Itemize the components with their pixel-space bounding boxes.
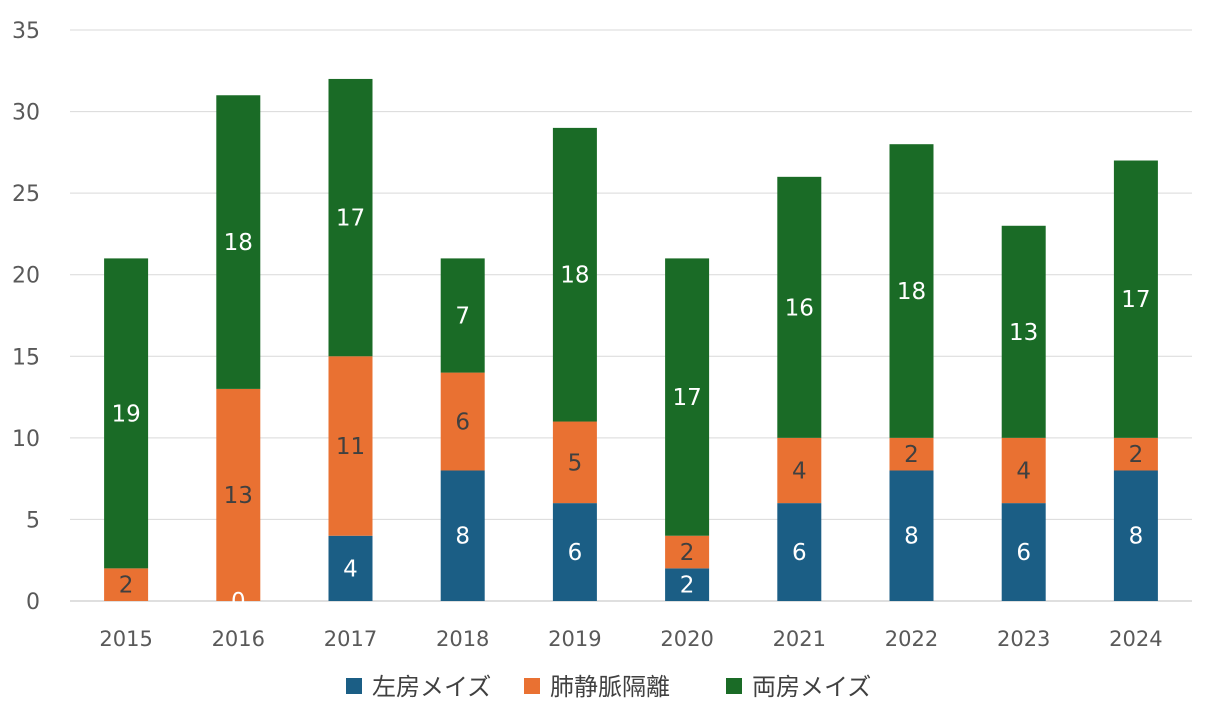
data-labels: 2 19 0 13 18 4 11 17 8 6 7 6 5 18 2 2 17 6 4 16 8 2 18 6 4 13 8 2 17 <box>111 206 1150 615</box>
bar-segment <box>104 568 149 601</box>
y-tick-label: 35 <box>12 19 40 44</box>
data-label: 16 <box>785 295 814 321</box>
data-label: 18 <box>897 279 926 305</box>
legend-swatch <box>346 678 362 694</box>
y-tick-label: 5 <box>26 508 40 533</box>
bar-segment <box>889 144 934 438</box>
y-tick-label: 25 <box>12 182 40 207</box>
legend-swatch <box>726 678 742 694</box>
x-tick-label: 2019 <box>548 627 601 651</box>
y-tick-label: 30 <box>12 101 40 126</box>
bar-segment <box>328 356 373 536</box>
bar-segment <box>440 258 485 373</box>
data-label: 19 <box>111 401 140 427</box>
bar-segment <box>440 372 485 471</box>
bar-segment <box>665 568 710 601</box>
legend: 左房メイズ 肺静脈隔離 両房メイズ <box>346 673 871 701</box>
data-label: 2 <box>904 442 919 468</box>
data-label: 17 <box>672 385 701 411</box>
y-tick-label: 15 <box>12 345 40 370</box>
legend-label: 左房メイズ <box>372 673 491 701</box>
y-axis: 0 5 10 15 20 25 30 35 <box>12 19 40 615</box>
bar-segment <box>216 388 261 601</box>
data-label: 11 <box>336 434 365 460</box>
x-tick-label: 2015 <box>99 627 152 651</box>
data-label: 2 <box>1129 442 1144 468</box>
bar-segment <box>328 78 373 357</box>
data-label: 6 <box>1016 540 1031 566</box>
x-axis: 2015 2016 2017 2018 2019 2020 2021 2022 2023 2024 <box>99 627 1162 651</box>
data-label: 18 <box>560 263 589 289</box>
bar-segment <box>1001 225 1046 438</box>
data-label: 13 <box>1009 320 1038 346</box>
y-tick-label: 20 <box>12 264 40 289</box>
x-tick-label: 2020 <box>660 627 713 651</box>
x-tick-label: 2016 <box>212 627 265 651</box>
data-label: 6 <box>455 410 470 436</box>
bar-segment <box>552 503 597 601</box>
bar-segment <box>440 470 485 601</box>
data-label: 6 <box>792 540 807 566</box>
data-label: 17 <box>336 206 365 232</box>
bar-segment <box>1113 437 1158 471</box>
bar-segment <box>665 258 710 536</box>
data-label: 8 <box>904 524 919 550</box>
data-label: 0 <box>231 589 246 615</box>
x-tick-label: 2021 <box>773 627 826 651</box>
data-label: 2 <box>680 573 695 599</box>
bar-segment <box>889 470 934 601</box>
bar-segment <box>1113 470 1158 601</box>
data-label: 13 <box>224 483 253 509</box>
data-label: 2 <box>680 540 695 566</box>
y-tick-label: 0 <box>26 590 40 615</box>
bar-segment <box>777 437 822 504</box>
data-label: 4 <box>343 556 358 582</box>
y-tick-label: 10 <box>12 427 40 452</box>
bar-segment <box>328 535 373 601</box>
data-label: 4 <box>792 458 807 484</box>
x-tick-label: 2023 <box>997 627 1050 651</box>
data-label: 5 <box>568 450 583 476</box>
bar-segment <box>777 176 822 438</box>
x-tick-label: 2022 <box>885 627 938 651</box>
bar-segment <box>552 421 597 504</box>
bar-segment <box>889 437 934 471</box>
data-label: 8 <box>455 524 470 550</box>
bar-segment <box>1113 160 1158 438</box>
data-label: 7 <box>455 304 470 330</box>
x-tick-label: 2024 <box>1109 627 1162 651</box>
data-label: 17 <box>1121 287 1150 313</box>
bar-segment <box>665 535 710 569</box>
bar-segment <box>777 503 822 601</box>
x-tick-label: 2017 <box>324 627 377 651</box>
legend-swatch <box>524 678 540 694</box>
bar-segment <box>104 258 149 569</box>
bar-segment <box>1001 437 1046 504</box>
data-label: 4 <box>1016 458 1031 484</box>
legend-label: 肺静脈隔離 <box>550 673 670 701</box>
x-tick-label: 2018 <box>436 627 489 651</box>
data-label: 8 <box>1129 524 1144 550</box>
data-label: 2 <box>119 573 134 599</box>
bar-segment <box>216 95 261 389</box>
legend-label: 両房メイズ <box>752 673 871 701</box>
bar-segment <box>552 127 597 422</box>
data-label: 6 <box>568 540 583 566</box>
data-label: 18 <box>224 230 253 256</box>
bars <box>104 78 1158 601</box>
bar-segment <box>1001 503 1046 601</box>
